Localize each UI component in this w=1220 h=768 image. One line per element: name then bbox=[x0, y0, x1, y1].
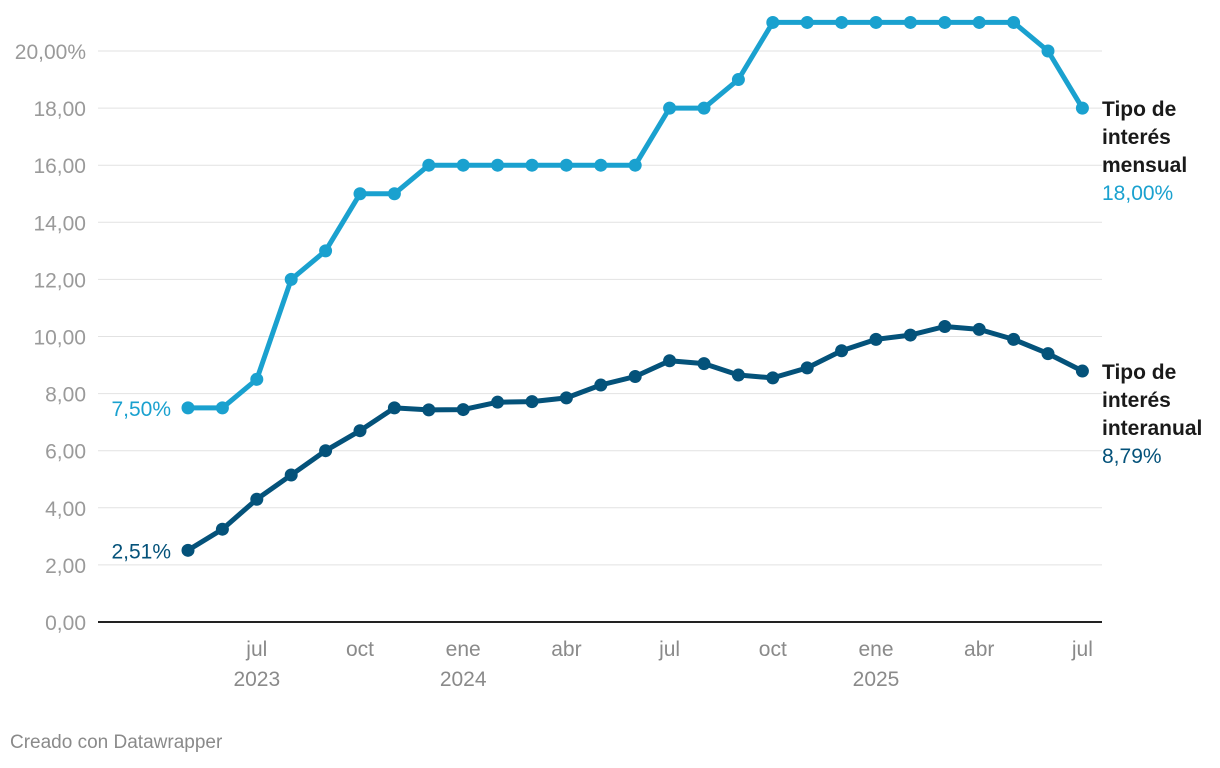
data-point bbox=[559, 391, 573, 405]
data-point bbox=[1075, 364, 1089, 378]
series-name-label: interés bbox=[1102, 126, 1171, 149]
data-point bbox=[181, 401, 195, 415]
data-point bbox=[697, 101, 711, 115]
data-point bbox=[1041, 44, 1055, 58]
data-point bbox=[215, 522, 229, 536]
data-point bbox=[869, 332, 883, 346]
data-point bbox=[353, 187, 367, 201]
x-tick-label: ene bbox=[446, 638, 481, 661]
data-point bbox=[869, 15, 883, 29]
data-point bbox=[1007, 332, 1021, 346]
x-tick-label: jul bbox=[245, 638, 267, 661]
series-group bbox=[181, 15, 1089, 557]
data-point bbox=[938, 15, 952, 29]
data-point bbox=[284, 468, 298, 482]
x-tick-label: jul bbox=[1071, 638, 1093, 661]
series-name-label: interés bbox=[1102, 389, 1171, 412]
series-line-mensual bbox=[185, 19, 1085, 411]
y-axis: 0,00 2,00 4,00 6,00 8,00 10,00 12,00 14,00 16,00… bbox=[15, 41, 86, 635]
x-tick-year-label: 2024 bbox=[440, 668, 487, 691]
x-tick-label: abr bbox=[551, 638, 581, 661]
data-point bbox=[250, 372, 264, 386]
x-tick-label: ene bbox=[858, 638, 893, 661]
data-point bbox=[1007, 15, 1021, 29]
x-tick-label: abr bbox=[964, 638, 994, 661]
data-point bbox=[731, 368, 745, 382]
data-point bbox=[766, 15, 780, 29]
y-tick-label: 20,00% bbox=[15, 41, 86, 64]
data-point bbox=[766, 371, 780, 385]
gridlines bbox=[98, 50, 1102, 623]
y-tick-label: 18,00 bbox=[33, 98, 86, 121]
data-point bbox=[491, 395, 505, 409]
data-point bbox=[456, 403, 470, 417]
y-tick-label: 4,00 bbox=[45, 498, 86, 521]
series-line-interanual bbox=[185, 324, 1085, 553]
data-point bbox=[972, 15, 986, 29]
data-point bbox=[938, 320, 952, 334]
data-point bbox=[387, 187, 401, 201]
series-name-label: Tipo de bbox=[1102, 361, 1176, 384]
data-point bbox=[387, 401, 401, 415]
data-point bbox=[835, 344, 849, 358]
data-point bbox=[525, 158, 539, 172]
start-value-label: 2,51% bbox=[111, 540, 171, 563]
y-tick-label: 6,00 bbox=[45, 441, 86, 464]
data-point bbox=[491, 158, 505, 172]
data-point bbox=[903, 328, 917, 342]
series-name-label: mensual bbox=[1102, 154, 1187, 177]
data-point bbox=[319, 444, 333, 458]
data-point bbox=[800, 361, 814, 375]
data-point bbox=[1075, 101, 1089, 115]
series-end-value-label: 18,00% bbox=[1102, 182, 1173, 205]
series-name-label: interanual bbox=[1102, 417, 1202, 440]
line-chart: 0,00 2,00 4,00 6,00 8,00 10,00 12,00 14,00 16,00… bbox=[15, 15, 1202, 691]
y-tick-label: 0,00 bbox=[45, 612, 86, 635]
data-point bbox=[181, 543, 195, 557]
data-point bbox=[594, 378, 608, 392]
y-tick-label: 8,00 bbox=[45, 384, 86, 407]
data-point bbox=[835, 15, 849, 29]
x-tick-year-label: 2023 bbox=[233, 668, 280, 691]
x-tick-label: oct bbox=[346, 638, 374, 661]
y-tick-label: 2,00 bbox=[45, 555, 86, 578]
data-point bbox=[800, 15, 814, 29]
data-point bbox=[250, 492, 264, 506]
data-point bbox=[697, 357, 711, 371]
data-point bbox=[284, 272, 298, 286]
data-point bbox=[422, 403, 436, 417]
y-tick-label: 14,00 bbox=[33, 212, 86, 235]
data-point bbox=[628, 158, 642, 172]
x-tick-label: oct bbox=[759, 638, 787, 661]
x-tick-year-label: 2025 bbox=[853, 668, 900, 691]
y-tick-label: 12,00 bbox=[33, 269, 86, 292]
data-point bbox=[594, 158, 608, 172]
x-axis: jul 2023 oct ene 2024 abr jul oct ene 2025 abr jul bbox=[233, 638, 1092, 691]
data-point bbox=[903, 15, 917, 29]
data-point bbox=[663, 354, 677, 368]
start-value-label: 7,50% bbox=[111, 398, 171, 421]
y-tick-label: 16,00 bbox=[33, 155, 86, 178]
data-point bbox=[353, 424, 367, 438]
series-labels: 7,50% Tipo de interés mensual 18,00% 2,51% Tip… bbox=[111, 98, 1202, 563]
y-tick-label: 10,00 bbox=[33, 327, 86, 350]
footer-credit: Creado con Datawrapper bbox=[10, 732, 223, 753]
data-point bbox=[525, 395, 539, 409]
series-end-value-label: 8,79% bbox=[1102, 445, 1162, 468]
data-point bbox=[559, 158, 573, 172]
series-name-label: Tipo de bbox=[1102, 98, 1176, 121]
data-point bbox=[215, 401, 229, 415]
data-point bbox=[731, 73, 745, 87]
x-tick-label: jul bbox=[658, 638, 680, 661]
data-point bbox=[422, 158, 436, 172]
data-point bbox=[319, 244, 333, 258]
data-point bbox=[972, 322, 986, 336]
data-point bbox=[628, 369, 642, 383]
data-point bbox=[1041, 347, 1055, 361]
data-point bbox=[663, 101, 677, 115]
data-point bbox=[456, 158, 470, 172]
